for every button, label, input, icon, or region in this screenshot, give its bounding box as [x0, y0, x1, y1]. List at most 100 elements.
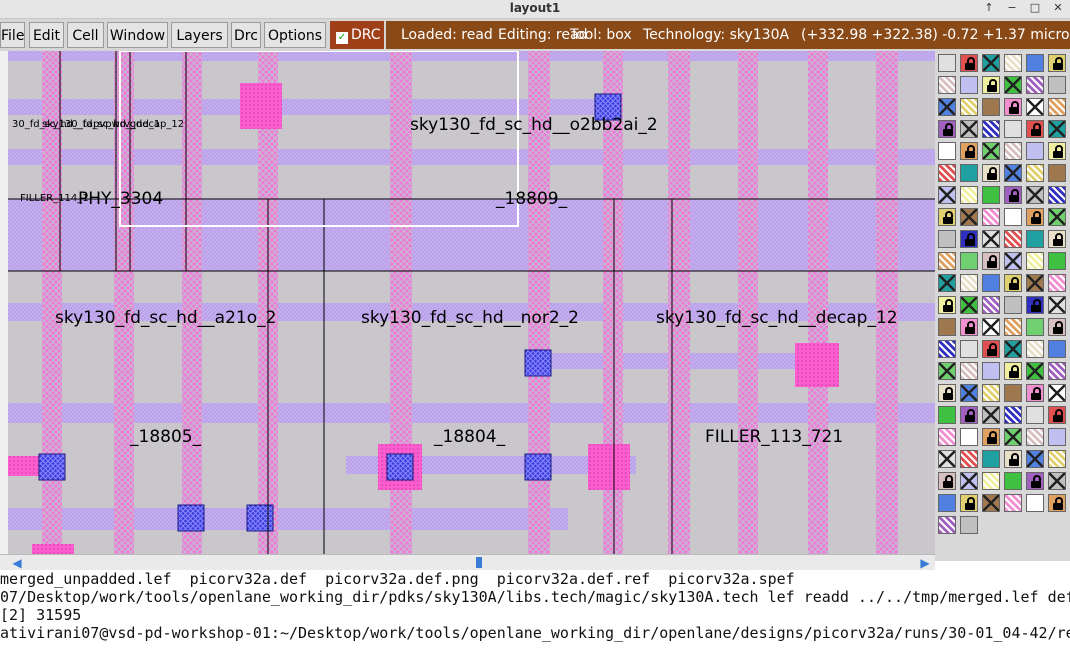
layer-swatch[interactable]: [960, 384, 978, 402]
menu-edit[interactable]: Edit: [29, 22, 64, 48]
layer-swatch[interactable]: [982, 428, 1000, 446]
layer-swatch[interactable]: [1048, 340, 1066, 358]
layer-swatch[interactable]: [982, 296, 1000, 314]
layer-swatch[interactable]: [960, 252, 978, 270]
layer-swatch[interactable]: [1004, 186, 1022, 204]
layer-swatch[interactable]: [938, 274, 956, 292]
layer-swatch[interactable]: [960, 98, 978, 116]
layer-swatch[interactable]: [1048, 186, 1066, 204]
layer-swatch[interactable]: [1026, 54, 1044, 72]
layer-swatch[interactable]: [1026, 494, 1044, 512]
layer-swatch[interactable]: [982, 450, 1000, 468]
scroll-left-icon[interactable]: ◀: [12, 556, 22, 570]
layer-swatch[interactable]: [982, 274, 1000, 292]
menu-window[interactable]: Window: [107, 22, 168, 48]
layer-swatch[interactable]: [1004, 164, 1022, 182]
layer-swatch[interactable]: [1048, 120, 1066, 138]
layer-swatch[interactable]: [960, 274, 978, 292]
layer-swatch[interactable]: [938, 142, 956, 160]
layer-swatch[interactable]: [1026, 76, 1044, 94]
layer-swatch[interactable]: [1026, 362, 1044, 380]
layer-swatch[interactable]: [982, 340, 1000, 358]
layer-swatch[interactable]: [982, 472, 1000, 490]
layer-swatch[interactable]: [1004, 472, 1022, 490]
layer-swatch[interactable]: [1004, 384, 1022, 402]
layer-swatch[interactable]: [938, 472, 956, 490]
layer-swatch[interactable]: [1026, 318, 1044, 336]
layer-swatch[interactable]: [1048, 362, 1066, 380]
layer-swatch[interactable]: [960, 318, 978, 336]
layer-swatch[interactable]: [982, 186, 1000, 204]
layer-swatch[interactable]: [1004, 54, 1022, 72]
layer-swatch[interactable]: [1004, 252, 1022, 270]
layer-swatch[interactable]: [1048, 472, 1066, 490]
layer-swatch[interactable]: [938, 164, 956, 182]
layer-swatch[interactable]: [938, 296, 956, 314]
layer-swatch[interactable]: [1004, 230, 1022, 248]
layer-swatch[interactable]: [1026, 384, 1044, 402]
layer-swatch[interactable]: [960, 230, 978, 248]
layer-swatch[interactable]: [1004, 142, 1022, 160]
layer-swatch[interactable]: [982, 384, 1000, 402]
layer-swatch[interactable]: [1026, 472, 1044, 490]
layer-swatch[interactable]: [1048, 252, 1066, 270]
layer-swatch[interactable]: [1048, 384, 1066, 402]
layer-swatch[interactable]: [1048, 296, 1066, 314]
menu-cell[interactable]: Cell: [67, 22, 104, 48]
layer-swatch[interactable]: [960, 472, 978, 490]
layer-swatch[interactable]: [960, 208, 978, 226]
layer-swatch[interactable]: [1004, 120, 1022, 138]
layer-swatch[interactable]: [960, 516, 978, 534]
layer-swatch[interactable]: [960, 142, 978, 160]
layer-swatch[interactable]: [938, 76, 956, 94]
layer-swatch[interactable]: [938, 120, 956, 138]
layer-swatch[interactable]: [1004, 362, 1022, 380]
layer-swatch[interactable]: [960, 54, 978, 72]
layer-swatch[interactable]: [1004, 340, 1022, 358]
layer-swatch[interactable]: [938, 54, 956, 72]
layer-swatch[interactable]: [1026, 186, 1044, 204]
layer-swatch[interactable]: [1048, 208, 1066, 226]
layer-swatch[interactable]: [982, 98, 1000, 116]
layer-swatch[interactable]: [1004, 208, 1022, 226]
layer-swatch[interactable]: [1026, 450, 1044, 468]
layer-swatch[interactable]: [1048, 406, 1066, 424]
layer-swatch[interactable]: [982, 252, 1000, 270]
layer-swatch[interactable]: [982, 142, 1000, 160]
layer-swatch[interactable]: [982, 406, 1000, 424]
layer-swatch[interactable]: [938, 318, 956, 336]
layer-swatch[interactable]: [1026, 274, 1044, 292]
layer-swatch[interactable]: [1004, 494, 1022, 512]
layer-swatch[interactable]: [1026, 164, 1044, 182]
layer-swatch[interactable]: [938, 516, 956, 534]
layer-swatch[interactable]: [960, 494, 978, 512]
menu-file[interactable]: File: [0, 22, 25, 48]
layer-swatch[interactable]: [1026, 428, 1044, 446]
layer-swatch[interactable]: [1004, 98, 1022, 116]
layer-swatch[interactable]: [1004, 318, 1022, 336]
layer-swatch[interactable]: [938, 186, 956, 204]
layer-swatch[interactable]: [1048, 494, 1066, 512]
layer-swatch[interactable]: [1048, 428, 1066, 446]
layer-swatch[interactable]: [1026, 340, 1044, 358]
layer-swatch[interactable]: [960, 120, 978, 138]
close-icon[interactable]: ✕: [1053, 1, 1063, 14]
layer-swatch[interactable]: [1004, 296, 1022, 314]
layer-swatch[interactable]: [960, 406, 978, 424]
layer-swatch[interactable]: [982, 362, 1000, 380]
layer-swatch[interactable]: [982, 164, 1000, 182]
layer-swatch[interactable]: [1026, 208, 1044, 226]
scroll-thumb[interactable]: [476, 557, 482, 568]
menu-options[interactable]: Options: [264, 22, 326, 48]
layer-swatch[interactable]: [960, 428, 978, 446]
layer-swatch[interactable]: [1004, 450, 1022, 468]
layer-swatch[interactable]: [938, 230, 956, 248]
layer-swatch[interactable]: [938, 340, 956, 358]
layer-swatch[interactable]: [982, 208, 1000, 226]
drc-toggle[interactable]: ✓ DRC: [330, 21, 384, 49]
layer-swatch[interactable]: [1026, 142, 1044, 160]
horizontal-scrollbar[interactable]: ◀ ▶: [0, 554, 935, 571]
layer-swatch[interactable]: [982, 120, 1000, 138]
layer-swatch[interactable]: [982, 318, 1000, 336]
scroll-right-icon[interactable]: ▶: [920, 556, 930, 570]
